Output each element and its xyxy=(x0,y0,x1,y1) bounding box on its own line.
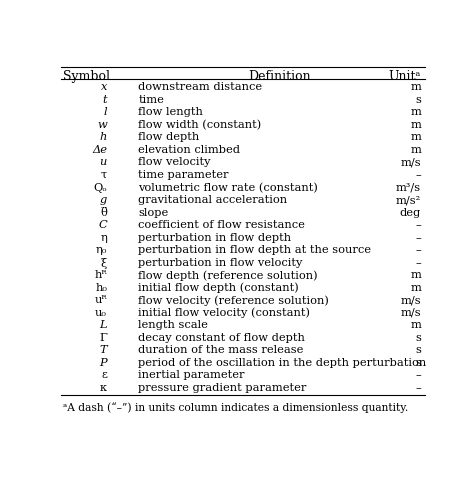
Text: m/s: m/s xyxy=(401,157,421,168)
Text: m: m xyxy=(410,107,421,117)
Text: η₀: η₀ xyxy=(96,245,107,255)
Text: u₀: u₀ xyxy=(95,308,107,318)
Text: perturbation in flow velocity: perturbation in flow velocity xyxy=(138,258,302,268)
Text: flow velocity (reference solution): flow velocity (reference solution) xyxy=(138,295,329,306)
Text: θ̅: θ̅ xyxy=(100,208,107,217)
Text: elevation climbed: elevation climbed xyxy=(138,145,240,155)
Text: –: – xyxy=(415,370,421,381)
Text: C: C xyxy=(98,220,107,230)
Text: m: m xyxy=(410,133,421,142)
Text: duration of the mass release: duration of the mass release xyxy=(138,346,304,355)
Text: Qₒ: Qₒ xyxy=(93,182,107,193)
Text: s: s xyxy=(415,346,421,355)
Text: slope: slope xyxy=(138,208,168,217)
Text: h: h xyxy=(100,133,107,142)
Text: m: m xyxy=(410,145,421,155)
Text: coefficient of flow resistance: coefficient of flow resistance xyxy=(138,220,305,230)
Text: Unitᵃ: Unitᵃ xyxy=(389,70,421,83)
Text: m: m xyxy=(410,320,421,330)
Text: κ: κ xyxy=(100,383,107,393)
Text: –: – xyxy=(415,233,421,243)
Text: –: – xyxy=(415,383,421,393)
Text: m: m xyxy=(410,270,421,280)
Text: s: s xyxy=(415,333,421,343)
Text: m³/s: m³/s xyxy=(396,182,421,193)
Text: P: P xyxy=(100,358,107,368)
Text: flow depth (reference solution): flow depth (reference solution) xyxy=(138,270,318,281)
Text: Symbol: Symbol xyxy=(63,70,110,83)
Text: u: u xyxy=(100,157,107,168)
Text: m/s²: m/s² xyxy=(396,195,421,205)
Text: L: L xyxy=(100,320,107,330)
Text: –: – xyxy=(415,170,421,180)
Text: flow depth: flow depth xyxy=(138,133,200,142)
Text: m: m xyxy=(410,283,421,293)
Text: length scale: length scale xyxy=(138,320,208,330)
Text: hᴿ: hᴿ xyxy=(94,270,107,280)
Text: ξ: ξ xyxy=(100,258,107,269)
Text: t: t xyxy=(102,95,107,105)
Text: –: – xyxy=(415,220,421,230)
Text: m/s: m/s xyxy=(401,295,421,305)
Text: l: l xyxy=(103,107,107,117)
Text: w: w xyxy=(97,120,107,130)
Text: decay constant of flow depth: decay constant of flow depth xyxy=(138,333,305,343)
Text: perturbation in flow depth: perturbation in flow depth xyxy=(138,233,292,243)
Text: τ: τ xyxy=(101,170,107,180)
Text: gravitational acceleration: gravitational acceleration xyxy=(138,195,287,205)
Text: perturbation in flow depth at the source: perturbation in flow depth at the source xyxy=(138,245,371,255)
Text: h₀: h₀ xyxy=(95,283,107,293)
Text: flow width (constant): flow width (constant) xyxy=(138,120,262,130)
Text: volumetric flow rate (constant): volumetric flow rate (constant) xyxy=(138,182,318,193)
Text: uᴿ: uᴿ xyxy=(94,295,107,305)
Text: ε: ε xyxy=(101,370,107,381)
Text: m: m xyxy=(410,82,421,92)
Text: Δe: Δe xyxy=(92,145,107,155)
Text: x: x xyxy=(100,82,107,92)
Text: initial flow velocity (constant): initial flow velocity (constant) xyxy=(138,308,310,318)
Text: flow velocity: flow velocity xyxy=(138,157,211,168)
Text: –: – xyxy=(415,245,421,255)
Text: time: time xyxy=(138,95,164,105)
Text: Γ: Γ xyxy=(99,333,107,343)
Text: pressure gradient parameter: pressure gradient parameter xyxy=(138,383,307,393)
Text: s: s xyxy=(415,358,421,368)
Text: period of the oscillation in the depth perturbation: period of the oscillation in the depth p… xyxy=(138,358,427,368)
Text: s: s xyxy=(415,95,421,105)
Text: T: T xyxy=(100,346,107,355)
Text: initial flow depth (constant): initial flow depth (constant) xyxy=(138,283,299,293)
Text: deg: deg xyxy=(400,208,421,217)
Text: inertial parameter: inertial parameter xyxy=(138,370,245,381)
Text: m: m xyxy=(410,120,421,130)
Text: m/s: m/s xyxy=(401,308,421,318)
Text: flow length: flow length xyxy=(138,107,203,117)
Text: –: – xyxy=(415,258,421,268)
Text: Definition: Definition xyxy=(248,70,311,83)
Text: time parameter: time parameter xyxy=(138,170,229,180)
Text: ᵃA dash (“–”) in units column indicates a dimensionless quantity.: ᵃA dash (“–”) in units column indicates … xyxy=(63,402,408,413)
Text: downstream distance: downstream distance xyxy=(138,82,262,92)
Text: η: η xyxy=(100,233,107,243)
Text: g: g xyxy=(100,195,107,205)
